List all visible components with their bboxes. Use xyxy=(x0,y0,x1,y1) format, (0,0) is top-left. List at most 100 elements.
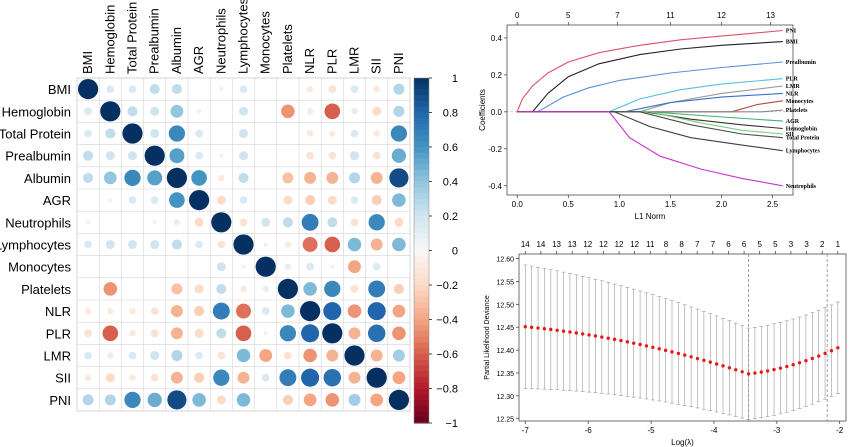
cv-x-tick-label-4: -3 xyxy=(773,426,781,435)
cv-mean-point xyxy=(689,355,693,359)
correlation-circle-9-14 xyxy=(393,283,404,294)
colorbar-segment xyxy=(414,244,429,252)
column-label-0: BMI xyxy=(80,51,95,74)
colorbar-segment xyxy=(414,158,429,165)
correlation-circle-8-8 xyxy=(255,256,276,277)
cv-mean-point xyxy=(644,344,649,348)
correlation-circle-2-0 xyxy=(84,129,93,138)
colorbar-segment xyxy=(414,227,429,234)
correlation-circle-10-10 xyxy=(300,301,321,322)
colorbar-segment xyxy=(414,147,429,154)
coefficient-label-11: Total Protein xyxy=(786,136,820,142)
cv-mean-point xyxy=(746,372,751,376)
cv-mean-point xyxy=(651,345,655,350)
cv-top-tick-label-18: 3 xyxy=(804,240,809,249)
colorbar-segment xyxy=(414,313,429,321)
colorbar-segment xyxy=(414,371,429,378)
coefficient-path-1 xyxy=(517,41,783,113)
correlation-circle-7-6 xyxy=(217,240,226,249)
correlation-circle-12-12 xyxy=(344,345,365,366)
colorbar-segment xyxy=(414,267,429,275)
colorbar-tick-label-3: 0.4 xyxy=(443,177,458,189)
colorbar-segment xyxy=(414,279,429,286)
row-label-2: Total Protein xyxy=(0,127,71,142)
correlation-circle-8-12 xyxy=(348,260,361,274)
colorbar-segment xyxy=(414,290,429,298)
cv-mean-point xyxy=(670,350,674,354)
cv-y-tick-label-3: 12.45 xyxy=(496,325,514,332)
cv-mean-point xyxy=(683,353,687,357)
correlation-circle-1-9 xyxy=(281,104,295,119)
coefficient-path-10 xyxy=(517,111,783,135)
correlation-circle-11-0 xyxy=(84,329,93,338)
correlation-circle-6-3 xyxy=(152,220,157,225)
correlation-circle-3-6 xyxy=(219,153,224,158)
correlation-circle-9-9 xyxy=(277,278,298,299)
correlation-circle-5-6 xyxy=(216,195,226,205)
colorbar-segment xyxy=(414,296,429,303)
coefficient-label-7: Platelets xyxy=(786,108,808,114)
correlation-circle-0-14 xyxy=(393,83,405,95)
correlation-circle-9-13 xyxy=(368,280,386,298)
colorbar-segment xyxy=(414,359,429,367)
correlation-circle-6-6 xyxy=(211,212,232,233)
correlation-circle-10-5 xyxy=(194,306,205,317)
correlation-circle-10-11 xyxy=(323,302,342,321)
cv-top-tick-label-19: 2 xyxy=(820,240,825,249)
correlation-circle-1-14 xyxy=(393,105,405,117)
correlation-circle-14-3 xyxy=(147,392,162,408)
correlation-circle-11-7 xyxy=(235,325,252,342)
coefficient-label-2: Prealbumin xyxy=(786,60,817,66)
correlation-circle-12-13 xyxy=(370,349,383,362)
correlation-circle-13-12 xyxy=(348,371,361,384)
correlation-circle-11-3 xyxy=(150,329,159,338)
cv-y-tick-label-5: 12.35 xyxy=(496,371,514,378)
coefficient-label-10: SII xyxy=(786,132,795,138)
correlation-circle-2-7 xyxy=(238,128,249,139)
correlation-circle-13-4 xyxy=(170,371,183,384)
column-label-5: AGR xyxy=(191,46,206,74)
correlation-circle-0-7 xyxy=(239,85,248,94)
correlation-circle-5-9 xyxy=(283,195,293,205)
row-label-0: BMI xyxy=(48,82,71,97)
correlation-circle-10-12 xyxy=(347,304,362,318)
correlation-circle-13-9 xyxy=(279,369,297,387)
correlation-circle-5-11 xyxy=(327,195,337,205)
colorbar-tick-label-1: 0.8 xyxy=(443,108,458,120)
row-label-12: LMR xyxy=(44,349,71,364)
correlation-circle-10-13 xyxy=(367,302,386,321)
correlation-circle-0-6 xyxy=(219,86,224,92)
correlation-circle-6-9 xyxy=(282,217,293,228)
correlation-circle-8-9 xyxy=(284,263,292,270)
colorbar-tick-label-6: −0.2 xyxy=(436,280,458,292)
colorbar-tick-label-2: 0.6 xyxy=(443,142,458,154)
correlation-circle-11-9 xyxy=(279,325,297,342)
cv-top-tick-label-14: 6 xyxy=(742,240,747,249)
correlation-circle-6-7 xyxy=(239,218,248,227)
correlation-circle-9-7 xyxy=(240,285,247,293)
correlation-circle-6-5 xyxy=(194,217,204,227)
cv-mean-point xyxy=(638,342,642,347)
row-label-11: PLR xyxy=(46,326,71,341)
colorbar-segment xyxy=(414,198,429,206)
correlation-circle-13-3 xyxy=(150,373,159,382)
colorbar-tick-label-4: 0.2 xyxy=(443,211,458,223)
correlation-circle-1-7 xyxy=(238,106,249,116)
correlation-circle-8-6 xyxy=(216,262,226,272)
cv-mean-point xyxy=(542,327,547,331)
correlation-circle-9-6 xyxy=(216,283,227,294)
correlation-circle-10-6 xyxy=(212,302,230,320)
column-label-4: Albumin xyxy=(169,27,184,74)
colorbar-segment xyxy=(414,233,429,240)
correlation-circle-5-13 xyxy=(371,195,382,206)
lasso-x-tick-label-1: 0.5 xyxy=(563,200,575,209)
column-label-9: Platelets xyxy=(280,24,295,74)
cv-y-tick-label-6: 12.30 xyxy=(496,394,514,401)
correlation-circle-12-8 xyxy=(259,349,273,362)
colorbar-segment xyxy=(414,101,429,108)
column-label-3: Prealbumin xyxy=(147,8,162,74)
correlation-circle-13-2 xyxy=(129,374,136,381)
cv-top-tick-label-8: 11 xyxy=(646,240,655,249)
correlation-circle-6-12 xyxy=(350,218,359,227)
